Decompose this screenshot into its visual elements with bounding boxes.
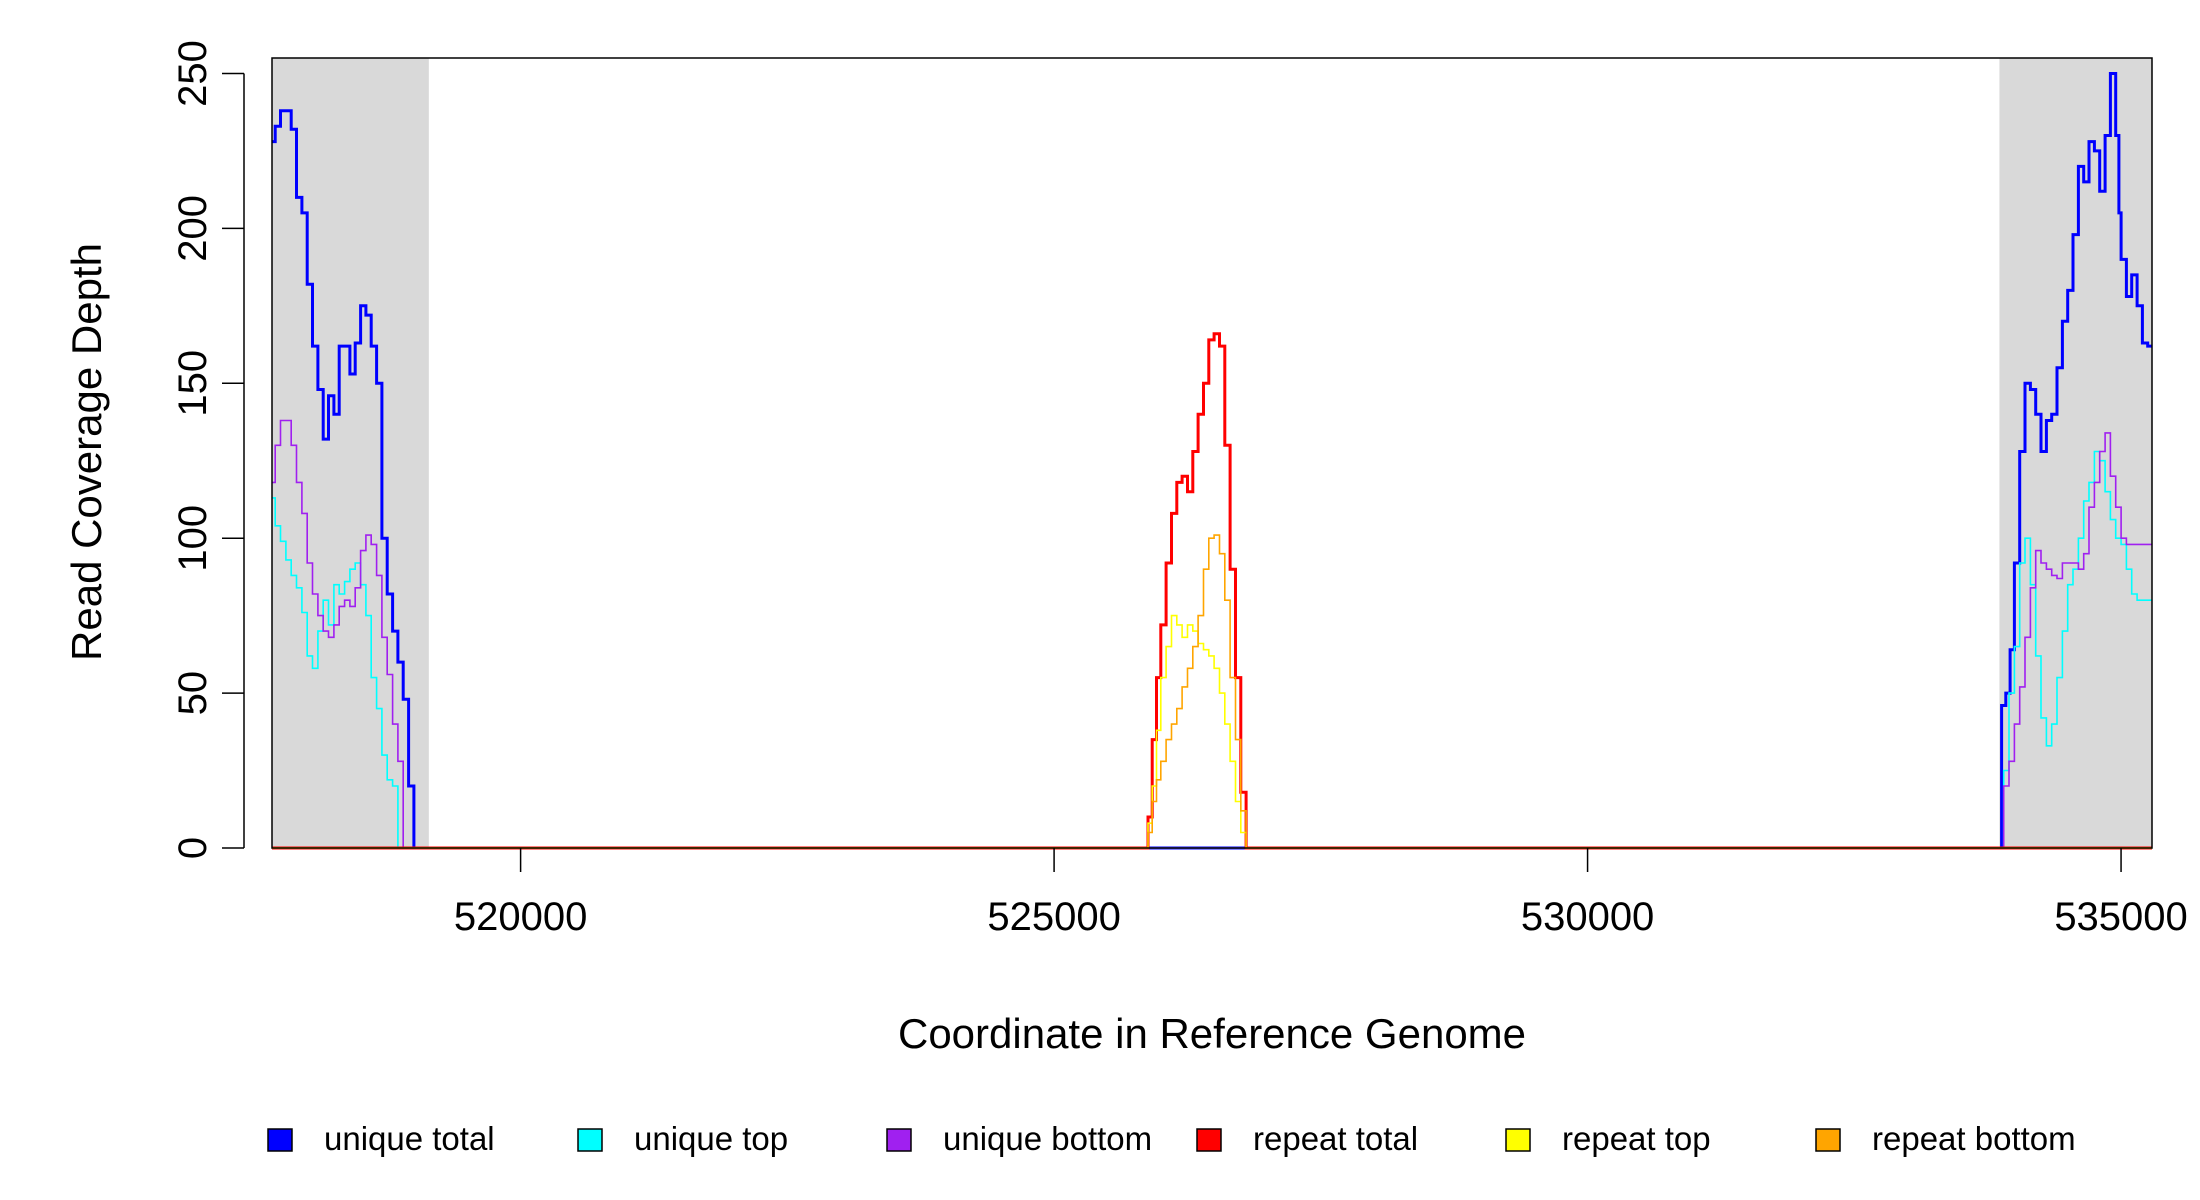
- x-axis-label: Coordinate in Reference Genome: [898, 1010, 1526, 1057]
- x-tick-label: 535000: [2054, 895, 2187, 939]
- plot-frame: [271, 57, 2153, 849]
- legend-label: unique total: [324, 1120, 495, 1157]
- legend-label: repeat top: [1562, 1120, 1711, 1157]
- legend-label: unique top: [634, 1120, 788, 1157]
- shaded-regions: [272, 58, 2152, 848]
- x-tick-label: 530000: [1521, 895, 1654, 939]
- y-tick-label: 50: [171, 671, 215, 716]
- legend-swatch: [577, 1128, 603, 1152]
- legend-item-repeat-top: repeat top: [1505, 1120, 1711, 1157]
- legend-item-repeat-bottom: repeat bottom: [1815, 1120, 2076, 1157]
- legend-swatch: [886, 1128, 912, 1152]
- y-tick-label: 0: [171, 837, 215, 859]
- legend-item-unique-top: unique top: [577, 1120, 788, 1157]
- y-axis-label: Read Coverage Depth: [63, 243, 110, 661]
- legend-item-unique-bottom: unique bottom: [886, 1120, 1152, 1157]
- y-tick-label: 100: [171, 505, 215, 572]
- series-lines: [272, 72, 2152, 850]
- series-repeat-top: [272, 614, 2152, 849]
- series-unique-bottom: [272, 419, 2152, 849]
- x-tick-label: 520000: [454, 895, 587, 939]
- legend-swatch: [1505, 1128, 1531, 1152]
- shaded-region-1: [272, 58, 429, 848]
- legend-item-unique-total: unique total: [267, 1120, 495, 1157]
- legend-label: repeat total: [1253, 1120, 1418, 1157]
- series-repeat-bottom: [272, 534, 2152, 849]
- y-axis: 0 50 100 150 200 250: [171, 40, 245, 859]
- legend-swatch: [1815, 1128, 1841, 1152]
- legend-label: unique bottom: [943, 1120, 1152, 1157]
- legend-swatch: [267, 1128, 293, 1152]
- series-repeat-total: [272, 332, 2152, 850]
- y-tick-label: 200: [171, 195, 215, 262]
- y-tick-label: 250: [171, 40, 215, 107]
- legend-item-repeat-total: repeat total: [1196, 1120, 1418, 1157]
- legend-label: repeat bottom: [1872, 1120, 2076, 1157]
- legend-swatch: [1196, 1128, 1222, 1152]
- x-axis: 520000 525000 530000 535000: [454, 848, 2188, 939]
- series-unique-top: [272, 450, 2152, 849]
- series-unique-total: [272, 72, 2152, 850]
- x-tick-label: 525000: [987, 895, 1120, 939]
- y-tick-label: 150: [171, 350, 215, 417]
- legend: unique total unique top unique bottom repea…: [267, 1120, 2076, 1157]
